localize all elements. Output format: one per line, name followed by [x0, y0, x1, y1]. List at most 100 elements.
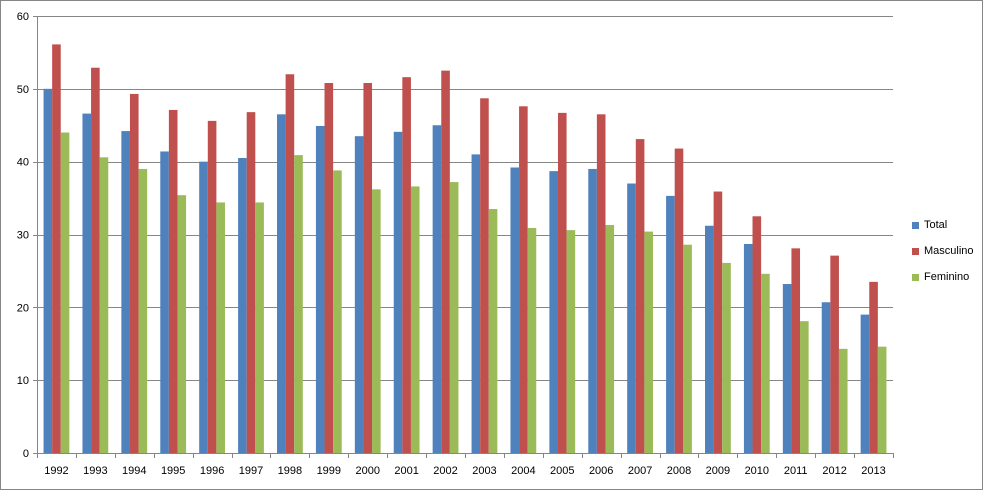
- bar-total-1997: [238, 158, 247, 453]
- bar-total-1998: [277, 114, 286, 453]
- bar-masculino-2003: [480, 98, 489, 454]
- x-tick-label: 2012: [822, 465, 846, 477]
- bar-masculino-2010: [752, 216, 762, 453]
- bar-masculino-1992: [52, 44, 61, 454]
- bar-feminino-1994: [138, 168, 148, 453]
- bar-total-2008: [666, 195, 675, 453]
- bar-masculino-2013: [869, 281, 878, 453]
- y-tick-label: 20: [17, 302, 29, 314]
- bar-masculino-2001: [402, 77, 411, 454]
- legend-item-feminino: Feminino: [912, 264, 983, 290]
- bar-feminino-1998: [294, 155, 303, 454]
- bar-masculino-1997: [246, 112, 256, 453]
- legend-item-masculino: Masculino: [912, 238, 983, 264]
- x-tick-label: 1996: [200, 465, 224, 477]
- bar-total-2003: [471, 154, 481, 453]
- x-tick-label: 2006: [589, 465, 613, 477]
- x-tick-label: 1993: [83, 465, 107, 477]
- x-tick-label: 2013: [861, 465, 885, 477]
- bar-masculino-2005: [557, 112, 567, 454]
- bar-masculino-1993: [91, 67, 100, 454]
- y-tick-label: 40: [17, 157, 29, 169]
- bar-feminino-2013: [877, 346, 887, 453]
- bar-total-1999: [315, 125, 325, 453]
- bar-feminino-1992: [60, 132, 70, 453]
- y-tick-label: 30: [17, 230, 29, 242]
- x-tick-label: 2010: [745, 465, 769, 477]
- bar-total-2006: [588, 168, 597, 453]
- bar-feminino-2005: [566, 230, 576, 453]
- bar-masculino-1999: [324, 83, 334, 453]
- bar-total-1992: [43, 88, 53, 453]
- bar-masculino-2011: [791, 248, 801, 453]
- legend-label-feminino: Feminino: [924, 271, 970, 283]
- bar-total-2009: [705, 225, 714, 453]
- bar-total-2012: [821, 302, 831, 453]
- bar-feminino-2004: [527, 227, 537, 453]
- bar-masculino-2012: [830, 255, 839, 453]
- bar-feminino-2009: [722, 262, 731, 453]
- bar-masculino-2004: [519, 106, 528, 453]
- bar-feminino-1996: [216, 202, 225, 453]
- bar-feminino-2006: [605, 225, 615, 453]
- bar-masculino-2002: [441, 70, 450, 454]
- bar-feminino-2012: [838, 348, 848, 453]
- bar-feminino-2007: [644, 231, 653, 453]
- x-axis-ticks: 1992 1993 1994 1995 1996 1997 1998 1999 2000 2001…: [37, 453, 894, 477]
- bar-total-1993: [82, 113, 92, 453]
- bar-feminino-2002: [449, 182, 459, 453]
- x-tick-label: 2007: [628, 465, 652, 477]
- bar-masculino-2009: [713, 191, 723, 453]
- bar-total-2001: [393, 131, 403, 453]
- y-tick-label: 50: [17, 84, 29, 96]
- bar-masculino-2008: [674, 148, 684, 453]
- bar-feminino-1993: [99, 157, 109, 454]
- legend: Total Masculino Feminino: [912, 212, 983, 290]
- bar-total-1996: [199, 161, 208, 454]
- y-tick-label: 10: [17, 375, 29, 387]
- x-tick-label: 1998: [278, 465, 302, 477]
- legend-swatch-total: [912, 221, 919, 229]
- bars: [43, 44, 887, 454]
- x-tick-label: 2002: [433, 465, 457, 477]
- bar-feminino-1997: [255, 202, 264, 453]
- y-tick-label: 60: [17, 11, 29, 23]
- bar-masculino-2000: [363, 83, 373, 453]
- x-tick-label: 2011: [784, 465, 808, 477]
- bar-feminino-2010: [761, 273, 770, 453]
- x-tick-label: 1994: [122, 465, 146, 477]
- bar-total-2005: [549, 171, 558, 453]
- bar-masculino-1996: [207, 120, 217, 453]
- bar-total-2010: [743, 243, 753, 453]
- y-axis-ticks: 0 10 20 30 40 50 60: [17, 11, 37, 460]
- legend-item-total: Total: [912, 212, 983, 238]
- bar-total-2000: [354, 136, 364, 453]
- x-tick-label: 2004: [511, 465, 535, 477]
- legend-swatch-feminino: [912, 273, 919, 281]
- bar-feminino-1995: [177, 195, 187, 454]
- x-tick-label: 1999: [317, 465, 341, 477]
- bar-total-2004: [510, 167, 520, 454]
- bar-total-2011: [782, 284, 792, 453]
- x-tick-label: 2003: [472, 465, 496, 477]
- x-tick-label: 1997: [239, 465, 263, 477]
- bar-total-2002: [432, 125, 442, 453]
- y-tick-label: 0: [23, 448, 29, 460]
- x-tick-label: 2005: [550, 465, 574, 477]
- bar-feminino-1999: [333, 170, 342, 453]
- bar-total-1995: [160, 151, 169, 453]
- bar-masculino-1994: [129, 93, 139, 454]
- bar-masculino-2006: [596, 114, 606, 453]
- x-tick-label: 2009: [706, 465, 730, 477]
- x-tick-label: 1995: [161, 465, 185, 477]
- x-tick-label: 2001: [394, 465, 418, 477]
- bar-feminino-2000: [372, 189, 381, 453]
- bar-masculino-2007: [635, 139, 645, 453]
- x-tick-label: 2000: [355, 465, 379, 477]
- bar-total-2007: [627, 183, 636, 453]
- bar-feminino-2003: [488, 209, 498, 453]
- x-tick-label: 1992: [44, 465, 68, 477]
- bar-total-2013: [860, 314, 870, 453]
- bar-total-1994: [121, 131, 130, 453]
